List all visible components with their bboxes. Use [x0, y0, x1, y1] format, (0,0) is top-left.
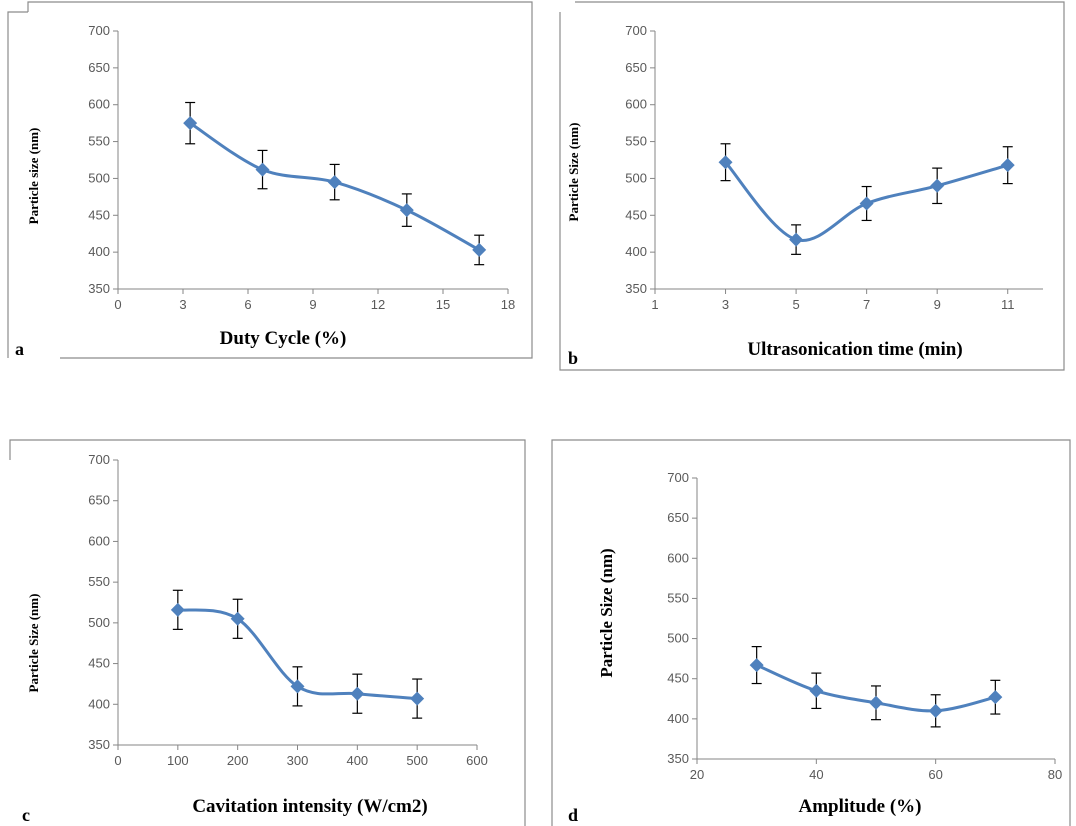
x-tick-label: 5: [792, 297, 799, 312]
y-tick-label: 500: [625, 170, 647, 185]
y-tick-label: 350: [667, 751, 689, 766]
x-tick-label: 40: [809, 767, 823, 782]
x-tick-label: 7: [863, 297, 870, 312]
data-point: [789, 232, 804, 247]
y-tick-label: 700: [667, 470, 689, 485]
panel-b-letter: b: [568, 348, 578, 368]
panel-a-frame: [7, 1, 533, 359]
y-tick-label: 450: [625, 207, 647, 222]
y-tick-label: 500: [88, 615, 110, 630]
y-tick-label: 700: [88, 452, 110, 467]
data-point: [255, 162, 270, 177]
x-tick-label: 100: [167, 753, 189, 768]
data-point: [928, 703, 943, 718]
data-point: [230, 611, 245, 626]
x-tick-label: 0: [114, 297, 121, 312]
x-tick-label: 9: [934, 297, 941, 312]
x-tick-label: 20: [690, 767, 704, 782]
panel-d: d 350 400 450 500 550 600 650 700 20 40 60 80 Amplit…: [551, 439, 1071, 826]
y-tick-label: 700: [88, 23, 110, 38]
x-tick-label: 12: [371, 297, 385, 312]
y-tick-label: 500: [667, 631, 689, 646]
data-point: [1000, 158, 1015, 173]
data-point: [290, 679, 305, 694]
data-point: [327, 175, 342, 190]
data-point: [472, 242, 487, 257]
y-tick-label: 600: [625, 97, 647, 112]
x-axis-title: Ultrasonication time (min): [747, 339, 962, 360]
y-tick-label: 400: [88, 696, 110, 711]
x-tick-label: 500: [406, 753, 428, 768]
x-tick-label: 6: [244, 297, 251, 312]
x-tick-label: 1: [651, 297, 658, 312]
data-point: [350, 686, 365, 701]
x-tick-label: 18: [501, 297, 515, 312]
panel-a: a 350 400 450 500 550 600 650 700 0 3 6 9 12 15 18 Duty…: [7, 1, 533, 359]
data-point: [859, 196, 874, 211]
data-point: [410, 691, 425, 706]
y-tick-label: 550: [625, 134, 647, 149]
x-tick-label: 11: [1001, 297, 1015, 312]
y-tick-label: 400: [88, 244, 110, 259]
x-axis-title: Cavitation intensity (W/cm2): [192, 796, 427, 817]
x-tick-label: 60: [928, 767, 942, 782]
data-point: [988, 690, 1003, 705]
data-point: [930, 178, 945, 193]
y-tick-label: 600: [88, 97, 110, 112]
data-point: [170, 602, 185, 617]
y-axis-title: Particle size (nm): [26, 128, 41, 225]
y-tick-label: 350: [625, 281, 647, 296]
x-tick-label: 80: [1048, 767, 1062, 782]
panel-c-frame: [9, 439, 526, 826]
x-tick-label: 600: [466, 753, 488, 768]
y-tick-label: 600: [88, 533, 110, 548]
y-tick-label: 450: [667, 671, 689, 686]
y-axis-title: Particle Size (nm): [26, 594, 41, 693]
y-tick-label: 650: [88, 493, 110, 508]
y-tick-label: 350: [88, 281, 110, 296]
y-tick-label: 650: [88, 60, 110, 75]
y-axis-title: Particle Size (nm): [566, 123, 581, 222]
y-tick-label: 450: [88, 656, 110, 671]
y-tick-label: 550: [88, 134, 110, 149]
x-tick-label: 300: [287, 753, 309, 768]
data-point: [749, 658, 764, 673]
y-tick-label: 450: [88, 207, 110, 222]
x-tick-label: 3: [722, 297, 729, 312]
y-axis-title: Particle Size (nm): [597, 548, 616, 677]
x-axis-title: Duty Cycle (%): [220, 328, 347, 349]
y-tick-label: 600: [667, 550, 689, 565]
x-tick-label: 3: [179, 297, 186, 312]
panel-d-letter: d: [568, 805, 578, 825]
x-axis-title: Amplitude (%): [799, 796, 922, 817]
panel-c: c 350 400 450 500 550 600 650 700 0 100 200 300 400 5…: [9, 439, 526, 826]
data-point: [399, 203, 414, 218]
x-tick-label: 0: [114, 753, 121, 768]
y-tick-label: 500: [88, 170, 110, 185]
data-point: [718, 155, 733, 170]
y-tick-label: 550: [667, 590, 689, 605]
y-tick-label: 550: [88, 574, 110, 589]
y-tick-label: 350: [88, 737, 110, 752]
panel-c-letter: c: [22, 805, 30, 825]
data-point: [869, 695, 883, 710]
panel-d-frame: [551, 439, 1071, 826]
x-tick-label: 400: [346, 753, 368, 768]
panel-a-letter: a: [15, 339, 24, 359]
data-point: [183, 116, 198, 131]
y-tick-label: 400: [667, 711, 689, 726]
x-tick-label: 9: [309, 297, 316, 312]
y-tick-label: 650: [667, 510, 689, 525]
x-tick-label: 15: [436, 297, 450, 312]
y-tick-label: 700: [625, 23, 647, 38]
y-tick-label: 650: [625, 60, 647, 75]
panel-b-frame: [559, 1, 1065, 371]
data-point: [809, 683, 824, 698]
y-tick-label: 400: [625, 244, 647, 259]
panel-b: b 350 400 450 500 550 600 650 700 1 3 5 7 9 11 Ultraso…: [559, 1, 1065, 371]
x-tick-label: 200: [227, 753, 249, 768]
